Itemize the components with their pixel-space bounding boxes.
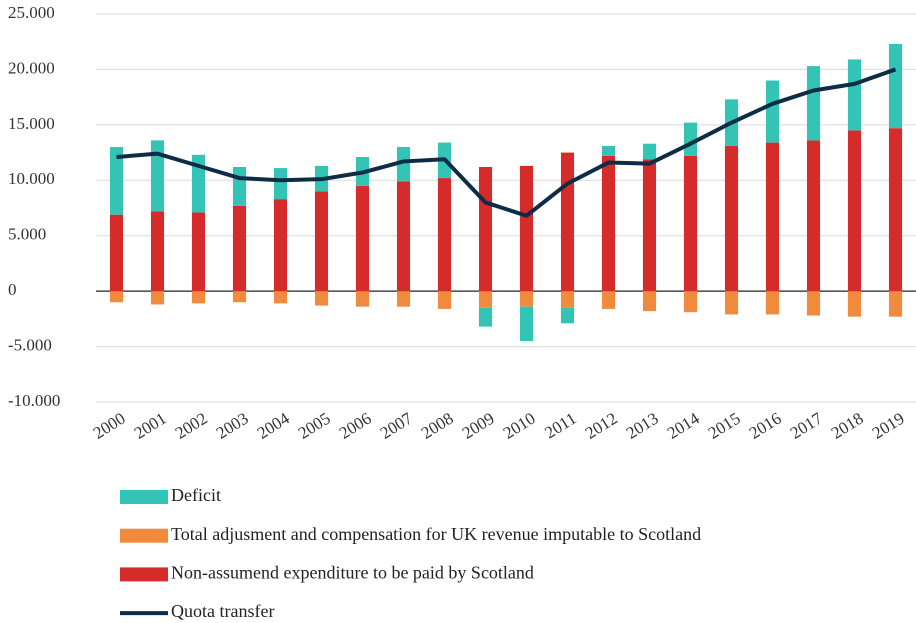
bar-segment (273, 199, 288, 292)
x-tick-label: 2006 (336, 409, 375, 443)
bar-segment (765, 142, 780, 292)
x-tick-label: 2003 (213, 409, 252, 443)
x-tick-label: 2014 (664, 408, 703, 442)
x-tick-label: 2018 (828, 409, 867, 443)
y-tick-label: 10.000 (8, 169, 55, 188)
x-tick-label: 2007 (377, 408, 416, 442)
legend-swatch (120, 490, 168, 504)
bar-segment (437, 178, 452, 292)
bar-segment (683, 122, 698, 156)
bar-segment (560, 307, 575, 324)
bar-segment (888, 43, 903, 129)
bar-segment (150, 211, 165, 292)
bar-segment (765, 291, 780, 315)
bar-segment (396, 147, 411, 182)
x-tick-label: 2017 (787, 408, 826, 442)
x-tick-label: 2000 (90, 409, 129, 443)
bar-segment (478, 291, 493, 308)
bar-segment (232, 205, 247, 292)
bar-segment (724, 291, 739, 315)
y-tick-label: 0 (8, 280, 17, 299)
bar-segment (601, 145, 616, 156)
bar-segment (314, 191, 329, 292)
x-tick-label: 2010 (500, 409, 539, 443)
bar-segment (888, 291, 903, 317)
legend-label: Deficit (171, 485, 221, 505)
bar-segment (232, 291, 247, 303)
bar-segment (396, 291, 411, 307)
bar-segment (355, 291, 370, 307)
y-tick-label: 15.000 (8, 114, 55, 133)
legend-label: Total adjusment and compensation for UK … (171, 524, 701, 544)
bar-segment (273, 291, 288, 304)
bar-segment (806, 291, 821, 316)
x-tick-label: 2005 (295, 409, 334, 443)
y-tick-label: 5.000 (8, 225, 46, 244)
bar-segment (519, 306, 534, 342)
x-tick-label: 2009 (459, 409, 498, 443)
bar-segment (683, 291, 698, 313)
bar-segment (601, 155, 616, 292)
bar-segment (642, 143, 657, 160)
bar-segment (232, 166, 247, 206)
bar-segment (519, 165, 534, 292)
bar-segment (109, 214, 124, 292)
legend-label: Quota transfer (171, 601, 274, 621)
bar-segment (765, 80, 780, 143)
bar-segment (396, 181, 411, 292)
bar-segment (724, 145, 739, 292)
x-tick-label: 2013 (623, 409, 662, 443)
bar-segment (191, 291, 206, 304)
bar-segment (478, 166, 493, 292)
bar-segment (437, 291, 452, 309)
bar-segment (355, 185, 370, 292)
y-tick-label: -10.000 (8, 391, 60, 410)
bar-segment (683, 155, 698, 292)
bar-segment (642, 159, 657, 292)
x-tick-label: 2001 (131, 409, 170, 443)
legend-swatch (120, 528, 168, 543)
legend-label: Non-assumend expenditure to be paid by S… (171, 563, 534, 583)
bar-segment (642, 291, 657, 312)
y-tick-label: 25.000 (8, 3, 55, 22)
bar-segment (314, 291, 329, 306)
line-series (116, 67, 897, 218)
bar-segment (519, 291, 534, 307)
bar-segment (847, 291, 862, 317)
bar-segment (150, 291, 165, 305)
x-tick-label: 2004 (254, 408, 293, 442)
bar-segment (888, 128, 903, 292)
bar-segment (191, 212, 206, 292)
bar-segment (847, 130, 862, 292)
x-tick-label: 2019 (869, 409, 908, 443)
y-tick-label: 20.000 (8, 58, 55, 77)
x-tick-label: 2011 (541, 409, 579, 443)
bar-segment (601, 291, 616, 309)
bar-segment (806, 140, 821, 292)
legend-swatch (120, 567, 168, 582)
x-tick-label: 2015 (705, 409, 744, 443)
y-tick-label: -5.000 (8, 335, 52, 354)
bar-segment (109, 291, 124, 303)
bar-segment (191, 154, 206, 213)
bar-segment (150, 140, 165, 212)
bar-segment (806, 66, 821, 141)
bar-segment (109, 147, 124, 215)
x-tick-label: 2002 (172, 409, 211, 443)
x-tick-label: 2012 (582, 409, 621, 443)
bar-segment (560, 291, 575, 308)
bar-segment (847, 59, 862, 131)
bar-segment (478, 307, 493, 327)
x-tick-label: 2008 (418, 409, 457, 443)
bar-segment (273, 168, 288, 200)
bar-segment (560, 152, 575, 292)
x-tick-label: 2016 (746, 409, 785, 443)
